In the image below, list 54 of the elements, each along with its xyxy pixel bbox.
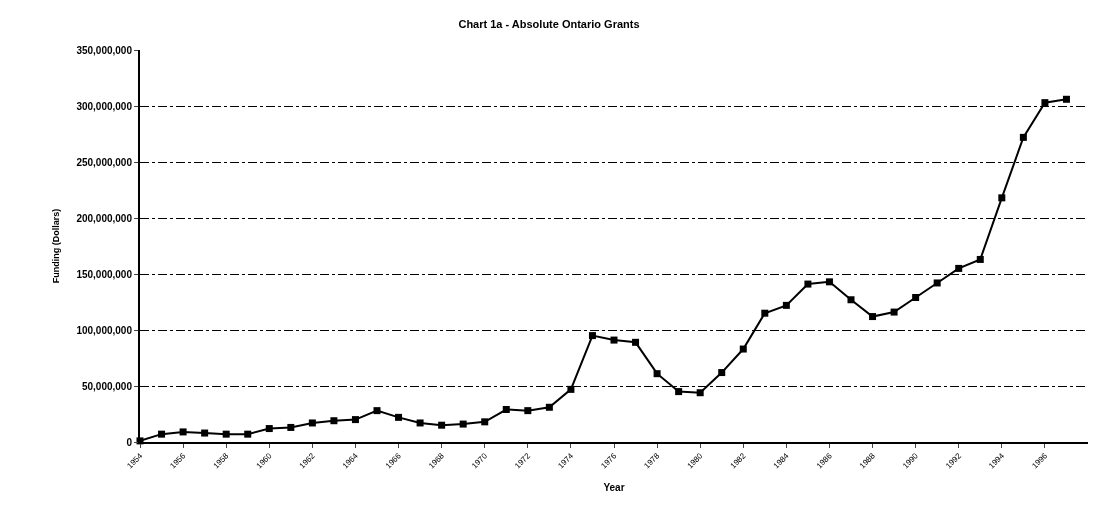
point [287, 423, 295, 431]
point [761, 309, 769, 317]
y-tick-label: 0 [126, 436, 133, 448]
point [351, 416, 359, 424]
point [158, 430, 166, 438]
point [373, 407, 381, 415]
point [1041, 99, 1049, 107]
point [847, 296, 855, 304]
y-tick-label: 300,000,000 [76, 100, 133, 112]
y-tick-label: 150,000,000 [76, 268, 133, 280]
point [825, 278, 833, 286]
point [416, 419, 424, 427]
point [933, 279, 941, 287]
y-axis-title: Funding (Dollars) [51, 208, 62, 284]
point [890, 308, 898, 316]
point [265, 425, 273, 433]
point [524, 407, 532, 415]
point [395, 413, 403, 421]
point [696, 389, 704, 397]
point [675, 388, 683, 396]
y-tick-label: 250,000,000 [76, 156, 133, 168]
point [502, 406, 510, 414]
point [244, 430, 252, 438]
point [912, 294, 920, 302]
point [998, 194, 1006, 202]
point [588, 332, 596, 340]
point [330, 417, 338, 425]
point [782, 301, 790, 309]
point [222, 430, 230, 438]
point [567, 385, 575, 393]
point [955, 264, 963, 272]
point [653, 370, 661, 378]
point [976, 255, 984, 263]
y-tick-label: 50,000,000 [81, 380, 133, 392]
point [179, 428, 187, 436]
y-tick-label: 100,000,000 [76, 324, 133, 336]
point [308, 419, 316, 427]
point [438, 421, 446, 429]
y-tick-label: 350,000,000 [76, 44, 133, 56]
x-axis-title: Year [603, 482, 625, 494]
y-tick-label: 200,000,000 [76, 212, 133, 224]
point [1019, 133, 1027, 141]
point [201, 429, 209, 437]
chart-title: Chart 1a - Absolute Ontario Grants [458, 17, 640, 30]
point [1062, 95, 1070, 103]
point [610, 336, 618, 344]
point [739, 345, 747, 353]
point [459, 420, 467, 428]
point [718, 369, 726, 377]
point [869, 313, 877, 321]
point [481, 418, 489, 426]
point [632, 338, 640, 346]
point [804, 280, 812, 288]
point [545, 403, 553, 411]
